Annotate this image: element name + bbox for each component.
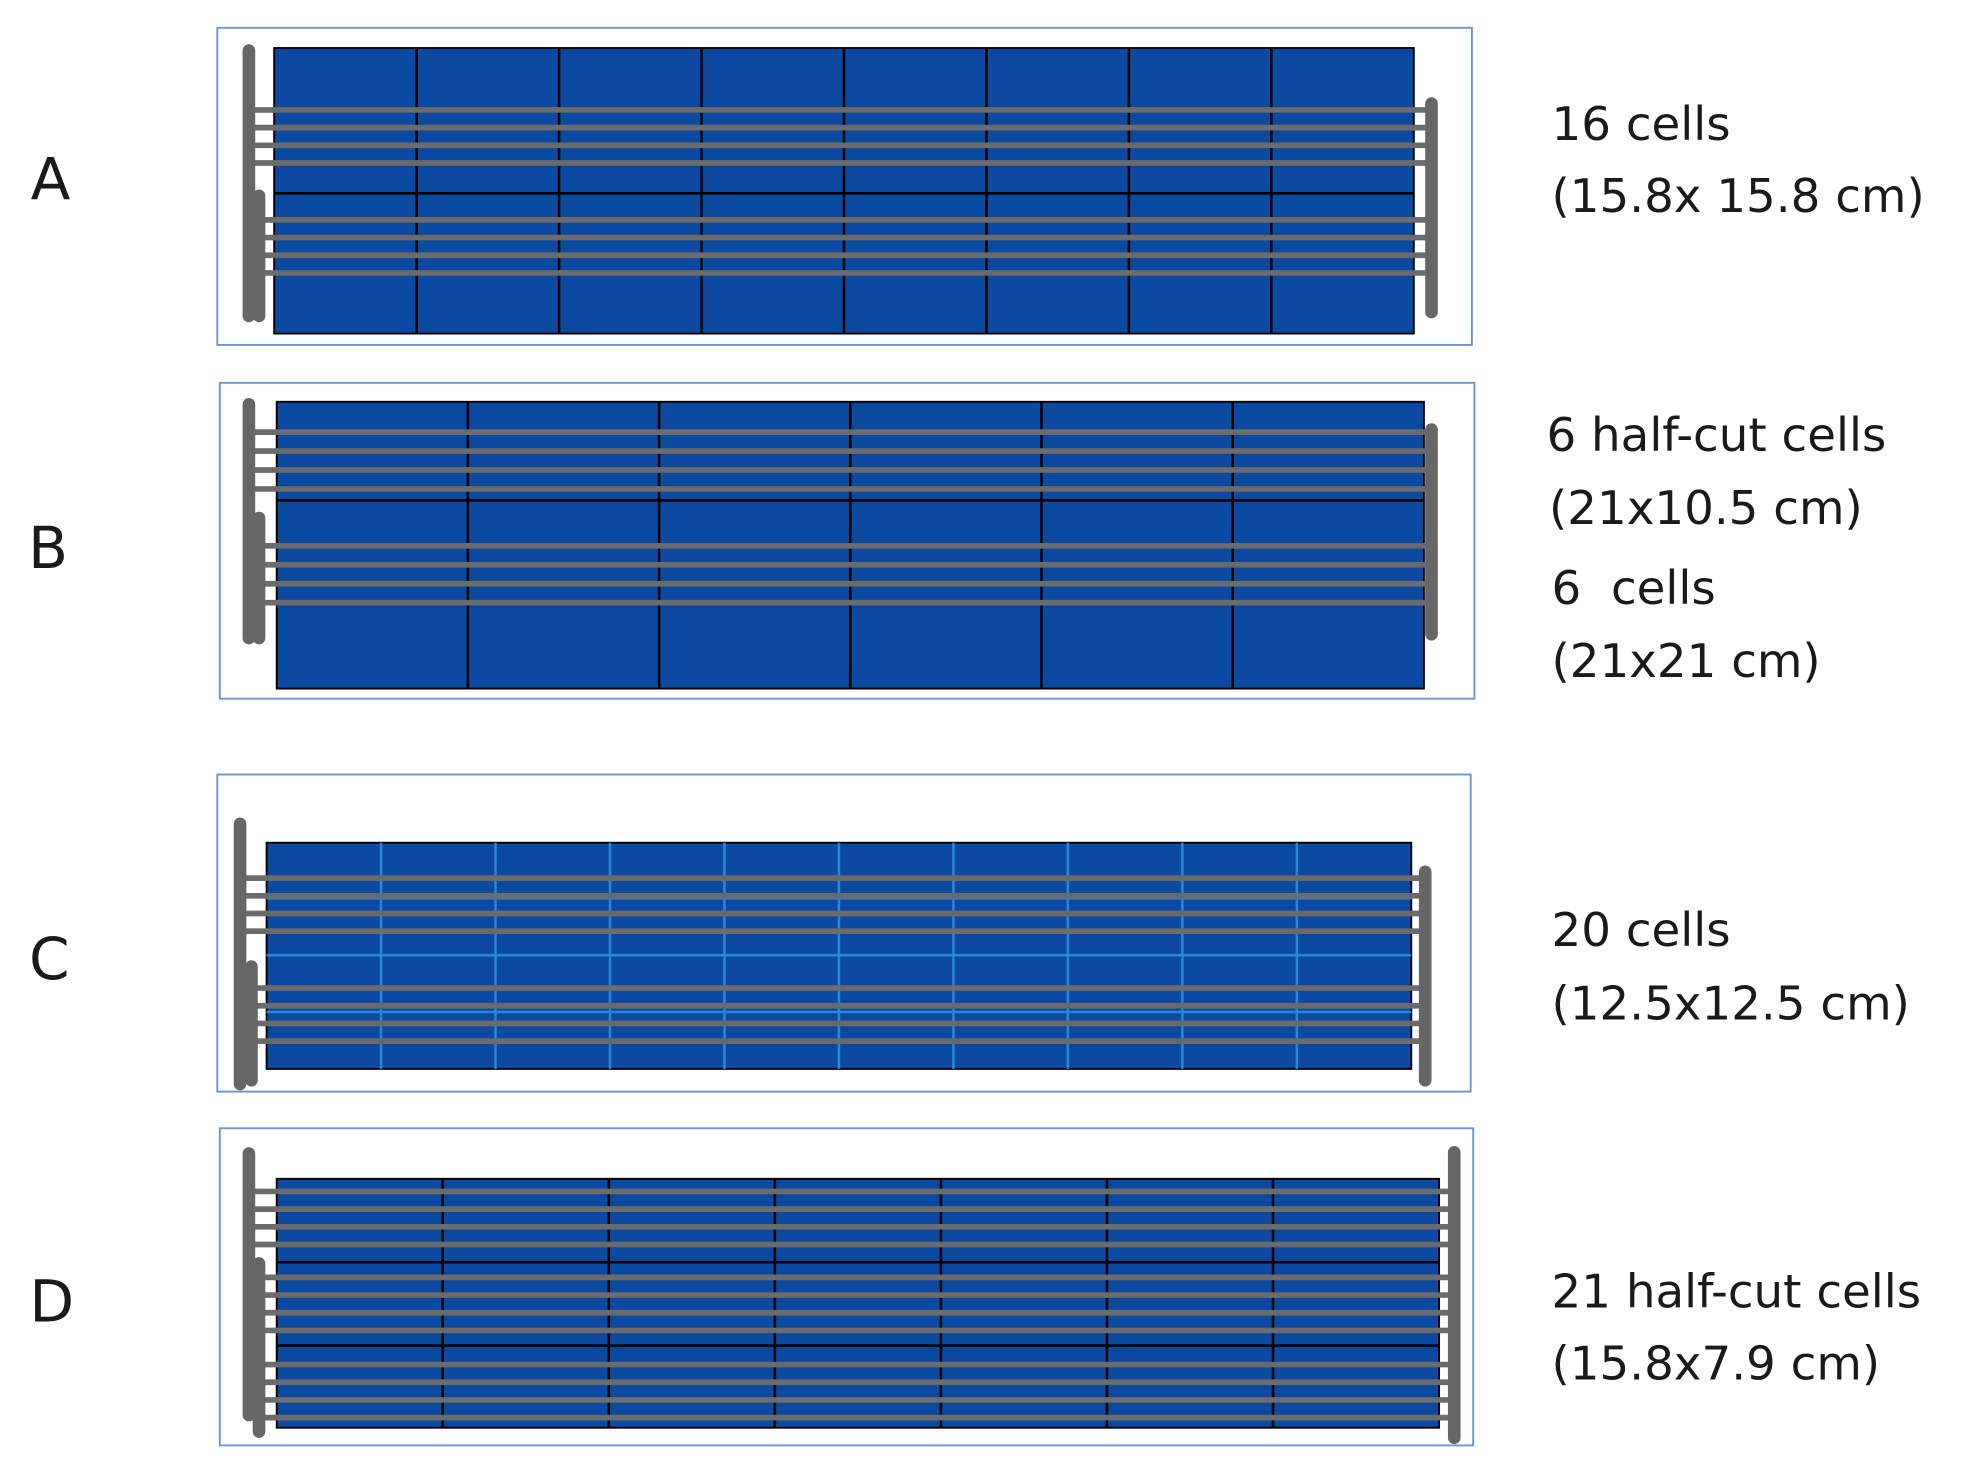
- panel-description: 20 cells: [1552, 904, 1731, 958]
- panel-label: D: [29, 1267, 74, 1335]
- panel-description: 6 half-cut cells: [1546, 409, 1886, 463]
- cell-array: [275, 1177, 1441, 1429]
- panel-description: (21x10.5 cm): [1549, 482, 1863, 536]
- panel-description: 16 cells: [1552, 98, 1731, 152]
- panel-description: 6 cells: [1552, 562, 1716, 616]
- panel-description: 21 half-cut cells: [1552, 1266, 1922, 1320]
- panel-description: (15.8x7.9 cm): [1552, 1338, 1881, 1392]
- panel-description: (12.5x12.5 cm): [1552, 977, 1910, 1031]
- panel-label: A: [31, 145, 71, 213]
- panel-description: (21x21 cm): [1552, 635, 1821, 689]
- panel-drawings: [216, 26, 1476, 1447]
- panel-description: (15.8x 15.8 cm): [1552, 170, 1925, 224]
- panel-label: B: [28, 514, 68, 582]
- panel-label: C: [29, 925, 70, 993]
